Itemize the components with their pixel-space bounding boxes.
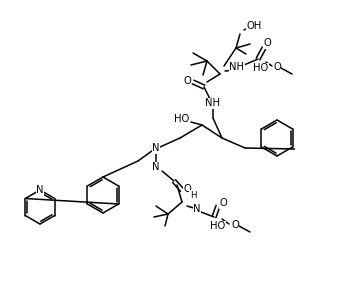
Text: NH: NH <box>206 98 221 108</box>
Text: O: O <box>263 38 271 48</box>
Text: O: O <box>219 198 227 208</box>
Text: N: N <box>193 204 201 214</box>
Text: N: N <box>152 162 160 172</box>
Text: HO: HO <box>253 63 269 73</box>
Text: HO: HO <box>174 114 190 124</box>
Text: OH: OH <box>246 21 262 31</box>
Text: O: O <box>183 76 191 86</box>
Text: NH: NH <box>229 62 245 72</box>
Text: H: H <box>190 191 196 200</box>
Text: N: N <box>152 143 160 153</box>
Text: O: O <box>231 220 239 230</box>
Text: HO: HO <box>210 221 226 231</box>
Text: O: O <box>273 62 281 72</box>
Text: O: O <box>183 184 191 194</box>
Text: N: N <box>36 185 44 195</box>
